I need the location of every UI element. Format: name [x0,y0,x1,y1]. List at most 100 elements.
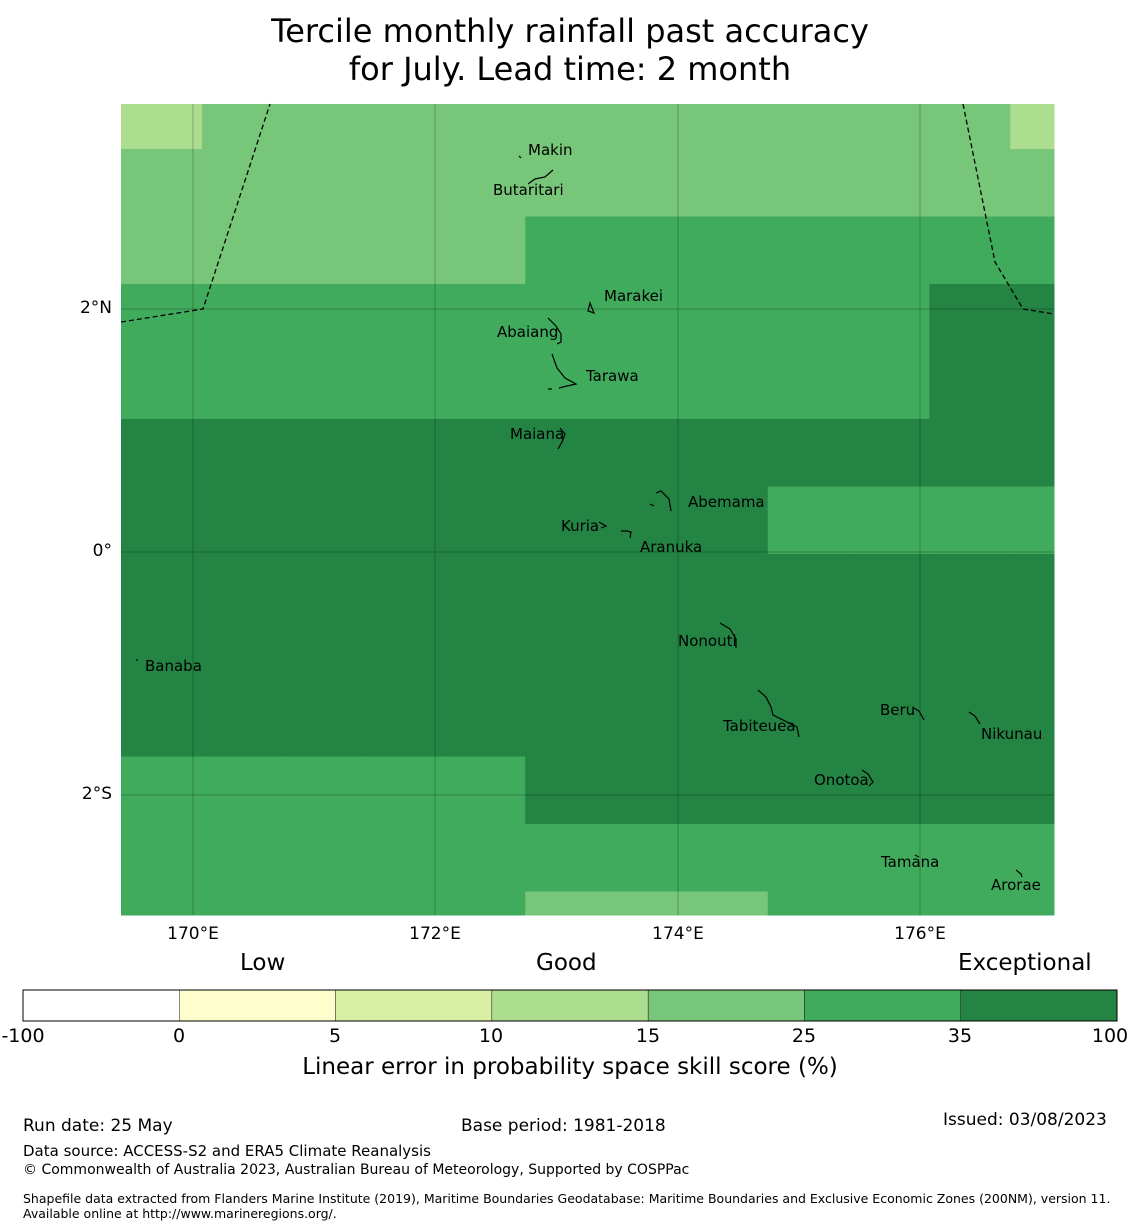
grid-cell [848,621,930,690]
grid-cell [444,689,526,757]
eez-boundaries [120,103,1055,323]
grid-cell [1010,824,1055,892]
grid-cell [121,104,203,150]
grid-cell [363,689,445,757]
grid-cell [686,351,769,420]
grid-cell [282,419,365,487]
grid-cell [686,756,769,825]
grid-cell [525,689,607,757]
lon-label-176e: 176°E [894,924,946,944]
grid-cell [848,756,930,825]
grid-cell [282,554,365,622]
grid-cell [444,486,526,555]
grid-cell [929,419,1011,487]
grid-cell [201,486,284,555]
grid-cell [929,891,1011,916]
grid-cell [606,689,688,757]
colorbar-swatch [491,989,649,1022]
grid-cell [767,824,850,892]
grid-cell [444,216,526,285]
place-label: Nikunau [981,725,1042,743]
nonouti-outline [719,622,737,648]
grid-cell [282,351,365,420]
colorbar-tick: 0 [172,1025,186,1047]
grid-cell [686,216,769,285]
grid-cell [201,216,284,285]
grid-cell [686,689,769,757]
grid-cell [1010,554,1055,622]
colorbar-frame [22,989,1118,1022]
grid-cell [606,824,688,892]
grid-cell [363,554,445,622]
grid-cell [767,689,850,757]
marakei-outline [587,301,596,314]
grid-cell [282,149,365,217]
grid-cell [1010,756,1055,825]
colorbar-tick: -100 [1,1025,45,1047]
grid-cell [929,216,1011,285]
grid-cell [363,149,445,217]
grid-cell [686,284,769,352]
grid-cell [767,216,850,285]
colorbar-tick: 10 [478,1025,504,1047]
grid-cell [767,486,850,555]
colorbar-swatch [647,989,805,1022]
place-label: Butaritari [493,181,564,199]
issued-date: Issued: 03/08/2023 [943,1110,1107,1130]
colorbar-tick: 5 [328,1025,342,1047]
makin-outline [518,155,522,159]
grid-cell [929,486,1011,555]
grid-cell [929,149,1011,217]
grid-cell [686,891,769,916]
grid-cell [363,216,445,285]
base-period: Base period: 1981-2018 [461,1116,666,1136]
colorbar-swatch [22,989,180,1022]
grid-cell [201,149,284,217]
grid-cell [606,891,688,916]
grid-cell [1010,891,1055,916]
grid-cell [444,351,526,420]
grid-cell [444,419,526,487]
place-label: Onotoa [814,771,869,789]
grid-cell [282,486,365,555]
place-label: Nonouti [678,632,737,650]
island-outlines [136,155,1023,878]
grid-cell [929,824,1011,892]
grid-cell [848,891,930,916]
grid-cell [848,216,930,285]
grid-cell [606,756,688,825]
grid-cell [201,554,284,622]
grid-cell [1010,621,1055,690]
grid-cell [282,104,365,150]
place-label: Abemama [688,493,765,511]
grid-cell [121,284,203,352]
lon-label-174e: 174°E [652,924,704,944]
grid-cell [121,149,203,217]
grid-cell [444,554,526,622]
grid-cell [363,621,445,690]
grid-cell [929,351,1011,420]
grid-cell [525,104,607,150]
grid-cell [848,284,930,352]
grid-cell [201,621,284,690]
grid-cell [201,419,284,487]
nikunau-outline [968,711,981,725]
grid-cell [282,284,365,352]
grid-cell [767,621,850,690]
grid-cell [686,621,769,690]
grid-cell [686,554,769,622]
place-label: Arorae [991,876,1041,894]
colorbar-tick: 100 [1091,1025,1129,1047]
colorbar-tick: 25 [791,1025,817,1047]
grid-cell [525,284,607,352]
grid-cell [525,891,607,916]
copyright: © Commonwealth of Australia 2023, Austra… [23,1162,690,1178]
colorbar-swatch [960,989,1118,1022]
tamana-outline [914,854,920,858]
grid-cell [606,554,688,622]
grid-cell [606,149,688,217]
grid-cell [363,486,445,555]
eez-boundary-west [120,103,271,323]
grid-cell [767,554,850,622]
